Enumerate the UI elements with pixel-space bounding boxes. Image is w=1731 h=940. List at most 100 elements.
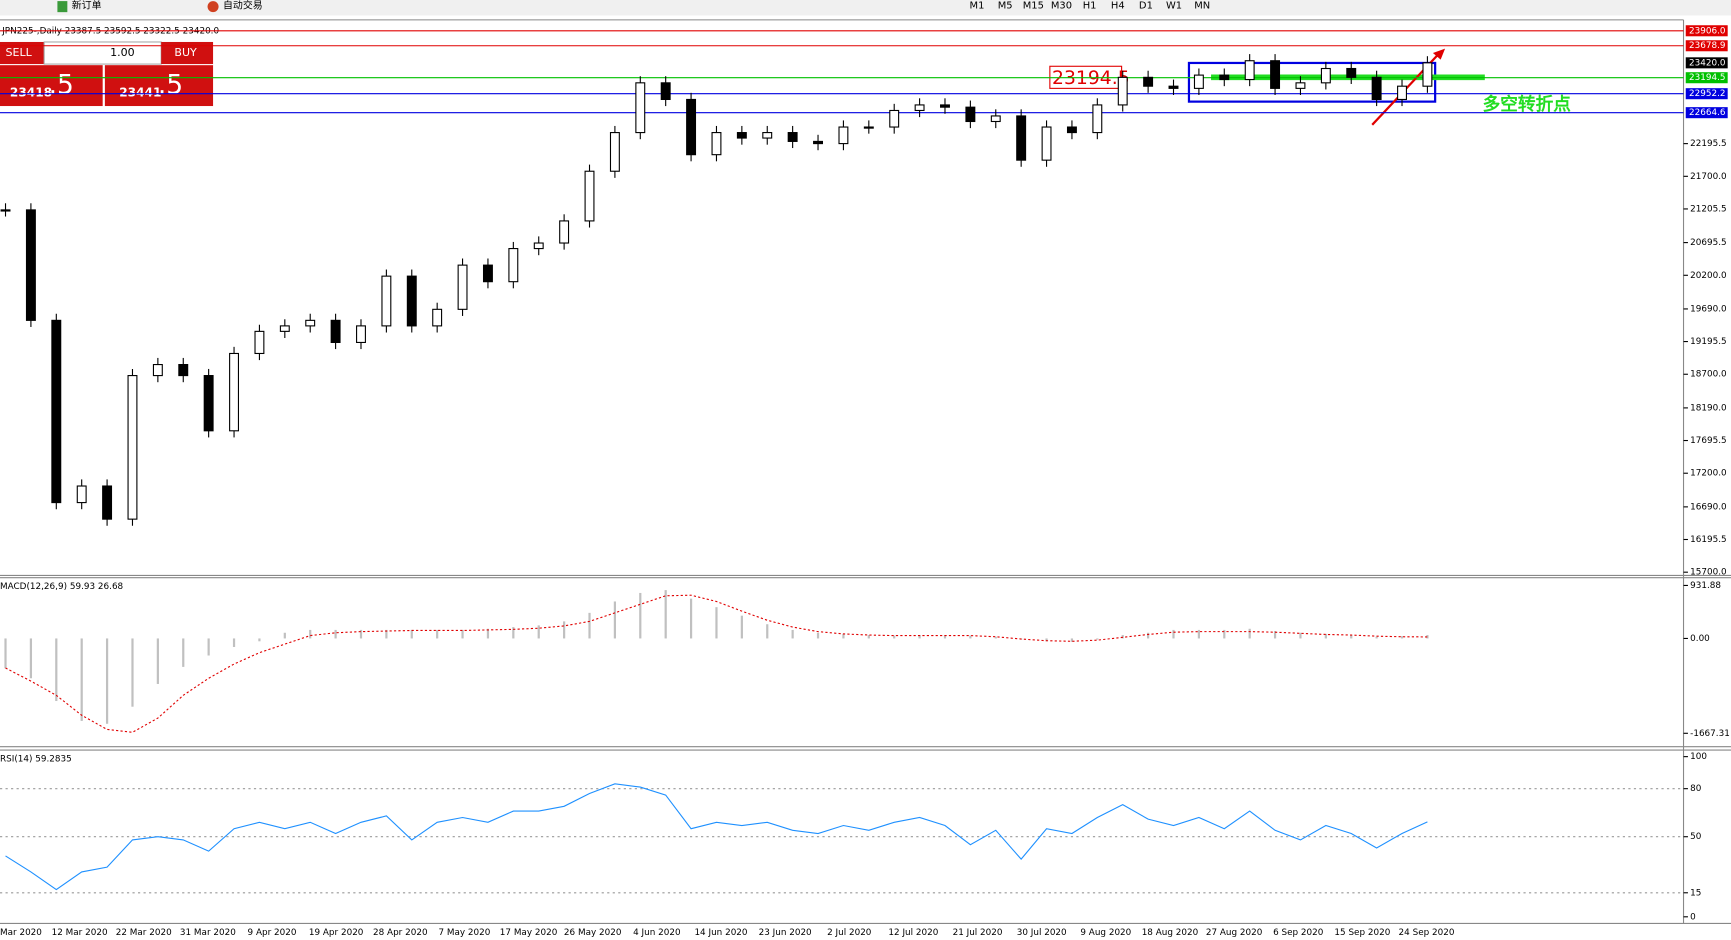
price-level-tag <box>1685 25 1728 37</box>
candle <box>508 248 519 283</box>
y-tick-label: 22195.5 <box>1690 139 1727 149</box>
auto-trading-button[interactable]: 自动交易 <box>223 0 263 12</box>
macd-bar <box>969 635 972 639</box>
macd-bar <box>105 638 109 724</box>
toolbar <box>0 0 1731 16</box>
price-marker-label: 23194.5 <box>1052 68 1130 89</box>
timeframe-button[interactable]: M30 <box>1051 1 1072 12</box>
timeframe-button[interactable]: MN <box>1194 1 1210 12</box>
candle <box>203 375 214 432</box>
macd-bar <box>334 629 337 639</box>
macd-bar <box>613 601 617 639</box>
macd-bar <box>689 598 693 639</box>
macd-bar <box>207 638 210 656</box>
timeframe-button[interactable]: M5 <box>998 1 1013 12</box>
y-tick-label: 19195.5 <box>1690 337 1727 347</box>
price-level-tag <box>1685 88 1728 100</box>
macd-bar <box>867 635 870 639</box>
macd-bar <box>588 612 591 639</box>
y-tick-label: 80 <box>1690 784 1702 794</box>
x-tick-label: 30 Jul 2020 <box>1017 928 1067 938</box>
x-tick-label: 24 Sep 2020 <box>1399 928 1455 938</box>
macd-bar <box>182 638 185 667</box>
range-box <box>1187 61 1437 103</box>
macd-bar <box>766 624 769 639</box>
timeframe-button[interactable]: M15 <box>1023 1 1044 12</box>
new-order-icon <box>57 1 68 13</box>
macd-bar <box>1400 636 1404 639</box>
candle <box>1041 126 1052 161</box>
macd-bar <box>893 635 896 639</box>
candle <box>533 242 544 250</box>
candle <box>279 325 290 332</box>
new-order-button[interactable]: 新订单 <box>72 0 102 12</box>
candle <box>457 264 468 310</box>
macd-bar <box>1121 635 1124 639</box>
macd-title: MACD(12,26,9) 59.93 26.68 <box>0 582 124 592</box>
timeframe-button[interactable]: M1 <box>970 1 985 12</box>
sell-label[interactable]: SELL <box>6 46 33 59</box>
macd-bar <box>4 638 7 669</box>
candle <box>102 485 113 520</box>
lot-value[interactable]: 1.00 <box>110 46 135 59</box>
timeframe-button[interactable]: H4 <box>1111 1 1125 12</box>
x-tick-label: 2 Jul 2020 <box>827 928 872 938</box>
trade-panel: SELL 1.00 BUY 23418 .5 23441 .5 <box>0 41 214 107</box>
macd-bar <box>80 638 83 721</box>
candle <box>127 375 138 520</box>
candle <box>406 275 417 327</box>
macd-bar <box>1273 631 1277 639</box>
x-tick-label: 4 Jun 2020 <box>633 928 681 938</box>
candle <box>0 209 11 212</box>
candle <box>660 82 671 101</box>
x-tick-label: 6 Sep 2020 <box>1273 928 1324 938</box>
timeframe-button[interactable]: W1 <box>1166 1 1182 12</box>
candle <box>178 364 189 377</box>
macd-bar <box>639 592 642 639</box>
macd-bar <box>791 629 794 639</box>
y-tick-label: 19690.0 <box>1690 304 1727 314</box>
macd-bar <box>994 636 997 639</box>
macd-bar <box>385 629 388 639</box>
sell-price-box[interactable] <box>0 65 103 107</box>
macd-bar <box>918 635 921 639</box>
macd-bar <box>156 638 159 684</box>
x-tick-label: 9 Apr 2020 <box>248 928 297 938</box>
price-level-label: 22664.6 <box>1689 108 1726 118</box>
macd-bar <box>309 629 312 639</box>
x-tick-label: 19 Apr 2020 <box>309 928 364 938</box>
y-tick-label: 100 <box>1690 752 1707 762</box>
candle <box>914 104 925 112</box>
macd-bar <box>740 615 743 639</box>
buy-price-box[interactable] <box>104 65 214 107</box>
macd-bar <box>410 629 413 639</box>
timeframe-button[interactable]: D1 <box>1139 1 1153 12</box>
macd-bar <box>1096 638 1099 640</box>
price-level-tag <box>1685 57 1728 69</box>
x-tick-label: 12 Jul 2020 <box>888 928 938 938</box>
candle <box>736 132 747 139</box>
candle <box>609 132 620 172</box>
macd-bar <box>486 628 490 639</box>
candle <box>1270 60 1281 89</box>
buy-button[interactable] <box>161 41 214 65</box>
timeframe-button[interactable]: H1 <box>1083 1 1097 12</box>
candle <box>1346 67 1357 78</box>
sell-button[interactable] <box>0 41 45 65</box>
price-level-label: 22952.2 <box>1689 89 1726 99</box>
buy-label[interactable]: BUY <box>174 46 197 59</box>
series-line <box>5 783 1428 891</box>
macd-bar <box>258 638 261 642</box>
x-tick-label: 12 Mar 2020 <box>52 928 108 938</box>
y-tick-label: 931.88 <box>1690 581 1721 591</box>
y-tick-label: 21700.0 <box>1690 172 1727 182</box>
x-tick-label: 17 May 2020 <box>500 928 558 938</box>
candle <box>1371 76 1382 101</box>
candle <box>965 106 976 123</box>
price-level-label: 23906.0 <box>1689 26 1726 36</box>
candle <box>813 140 823 145</box>
price-level-tag <box>1685 107 1728 119</box>
macd-bar <box>1426 635 1429 639</box>
